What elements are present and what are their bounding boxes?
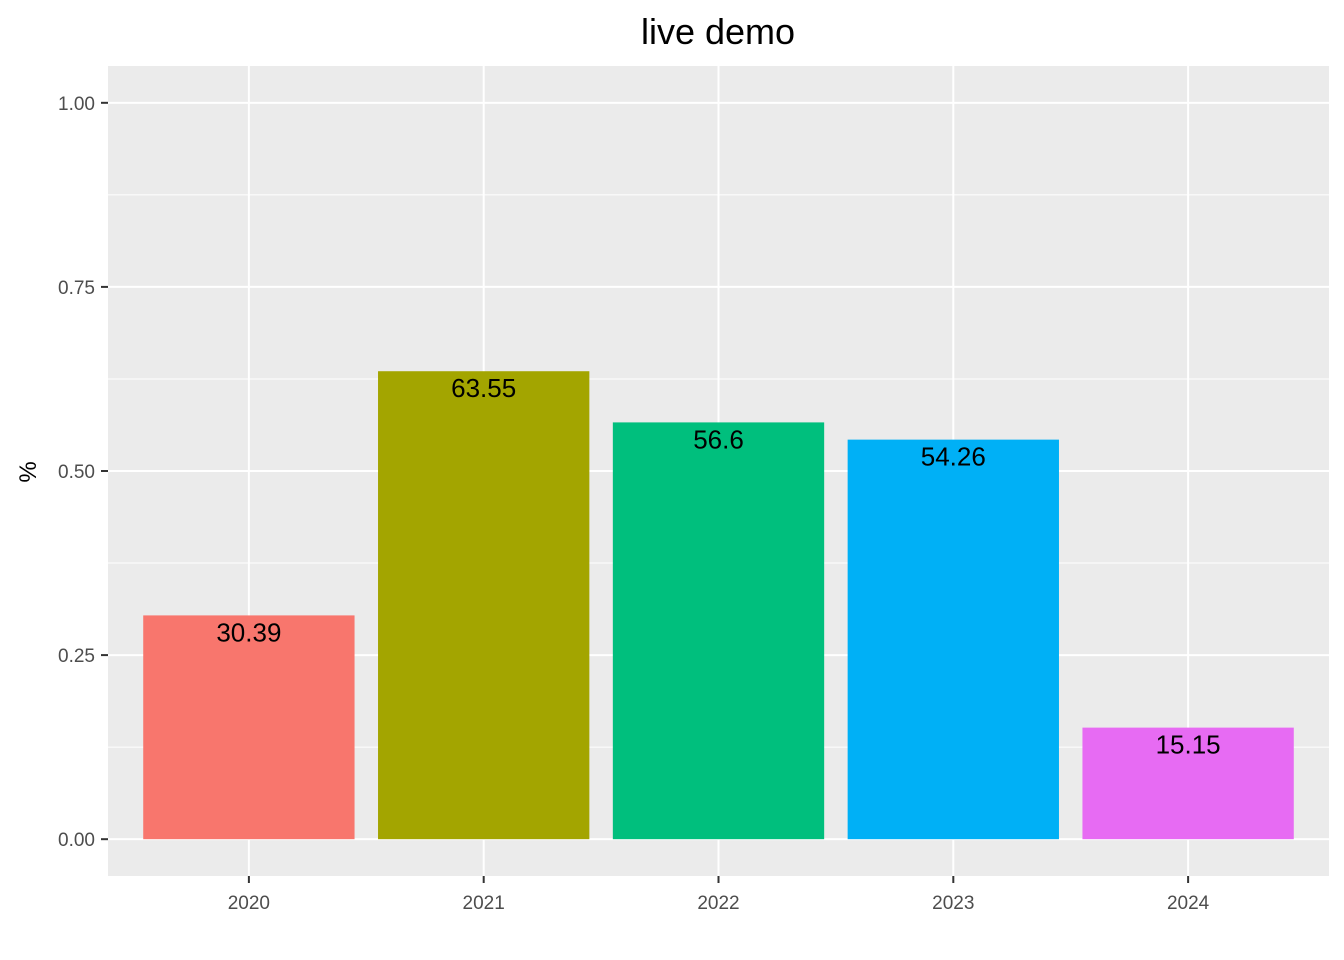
y-tick-label: 1.00: [58, 94, 95, 115]
bars: [143, 371, 1294, 840]
bar: [143, 615, 355, 840]
bar: [1082, 727, 1294, 840]
data-label: 54.26: [921, 442, 986, 472]
bar: [847, 439, 1059, 840]
y-tick-label: 0.50: [58, 462, 95, 483]
x-axis: 2020 2021 2022 2023 2024: [228, 876, 1210, 914]
y-axis: 0.00 0.25 0.50 0.75 1.00: [58, 94, 108, 851]
data-labels: 30.39 63.55 56.6 54.26 15.15: [216, 373, 1220, 759]
x-tick-label: 2020: [228, 893, 270, 914]
y-tick-label: 0.00: [58, 830, 95, 851]
data-label: 56.6: [693, 424, 744, 454]
data-label: 30.39: [216, 617, 281, 647]
x-tick-label: 2024: [1167, 893, 1210, 914]
y-axis-label: %: [15, 461, 42, 482]
data-label: 15.15: [1156, 730, 1221, 760]
y-tick-label: 0.25: [58, 646, 95, 667]
bar: [378, 371, 590, 840]
x-tick-label: 2022: [697, 893, 739, 914]
chart-title: live demo: [641, 11, 795, 52]
data-label: 63.55: [451, 373, 516, 403]
x-tick-label: 2023: [932, 893, 974, 914]
bar: [612, 422, 825, 840]
x-tick-label: 2021: [463, 893, 505, 914]
y-tick-label: 0.75: [58, 278, 95, 299]
